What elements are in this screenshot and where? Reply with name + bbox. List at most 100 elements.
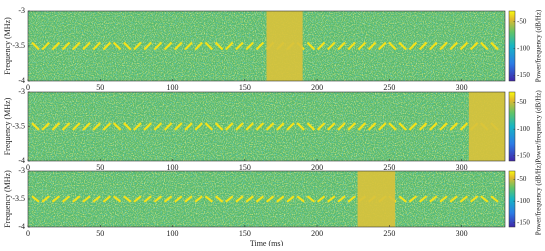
chirp xyxy=(245,122,254,131)
colorbar-tick-label: -150 xyxy=(517,151,530,159)
x-tick-label: 0 xyxy=(26,229,30,238)
chirp xyxy=(72,41,81,51)
chirp xyxy=(327,41,336,51)
chirp xyxy=(143,195,152,203)
chirp xyxy=(235,122,244,131)
chirp xyxy=(418,122,428,131)
chirp xyxy=(316,41,326,51)
chirp xyxy=(102,41,112,51)
chirp xyxy=(133,122,142,131)
colorbar-label: Power/frequency (dB/Hz) xyxy=(535,9,543,82)
chirp xyxy=(316,122,326,131)
chirp xyxy=(255,41,265,51)
x-tick-label: 50 xyxy=(96,83,104,92)
y-axis-label: Frequency (MHz) xyxy=(3,17,12,75)
x-tick-label: 0 xyxy=(26,83,30,92)
chirp xyxy=(72,122,81,131)
chirp xyxy=(184,195,193,203)
colorbar-tick-label: -150 xyxy=(517,71,530,79)
chirp xyxy=(112,195,122,203)
chirp xyxy=(306,122,316,131)
chirp xyxy=(61,122,71,131)
chirp xyxy=(418,41,428,51)
chirp xyxy=(449,122,458,131)
chirp xyxy=(214,195,224,203)
colorbar-label: Power/frequency (dB/Hz) xyxy=(535,90,543,163)
chirp xyxy=(123,41,132,51)
y-tick-label: -4 xyxy=(18,76,25,85)
chirp xyxy=(92,41,101,51)
colorbar-tick-label: -100 xyxy=(517,197,530,205)
chirp xyxy=(225,122,234,131)
x-tick-label: 250 xyxy=(383,163,395,172)
y-tick-label: -3 xyxy=(18,166,25,175)
chirp xyxy=(235,195,244,203)
chirp xyxy=(347,195,356,203)
chirp xyxy=(163,41,173,51)
y-tick-label: -4 xyxy=(18,222,25,231)
chirp xyxy=(194,195,203,203)
chirp xyxy=(225,41,234,51)
chirp xyxy=(204,122,214,131)
chirp xyxy=(347,41,356,51)
x-tick-label: 300 xyxy=(456,229,468,238)
chirp xyxy=(459,41,469,51)
chirp xyxy=(174,41,183,51)
chirp xyxy=(265,195,275,203)
chirp xyxy=(429,122,438,131)
x-tick-label: 200 xyxy=(311,83,323,92)
x-tick-label: 100 xyxy=(167,163,179,172)
chirp xyxy=(357,122,367,131)
chirp xyxy=(92,122,101,131)
chirp xyxy=(31,195,40,203)
x-tick-label: 300 xyxy=(456,83,468,92)
x-tick-label: 250 xyxy=(383,83,395,92)
chirp xyxy=(327,195,336,203)
x-tick-label: 200 xyxy=(311,229,323,238)
x-tick-label: 150 xyxy=(239,83,251,92)
chirp xyxy=(337,122,346,131)
chirp xyxy=(51,195,61,203)
chirp xyxy=(51,41,61,51)
chirp xyxy=(194,41,203,51)
chirp xyxy=(153,195,163,203)
chirp xyxy=(480,195,489,203)
chirp xyxy=(184,122,193,131)
chirp xyxy=(92,195,101,203)
chirp xyxy=(480,41,489,51)
chirp xyxy=(388,41,397,51)
chirp xyxy=(367,41,377,51)
jamming-block xyxy=(266,11,303,81)
chirp xyxy=(439,122,448,131)
chirp xyxy=(408,41,418,51)
chirp xyxy=(296,195,305,203)
colorbar xyxy=(508,170,516,228)
chirp xyxy=(82,41,91,51)
x-tick-label: 200 xyxy=(311,163,323,172)
chirp xyxy=(174,122,183,131)
chirp xyxy=(490,195,499,203)
chirp xyxy=(143,122,152,131)
colorbar-tick-label: -50 xyxy=(517,17,527,25)
chirp xyxy=(123,122,132,131)
chirp xyxy=(388,122,397,131)
chirp xyxy=(214,41,224,51)
chirp xyxy=(184,41,193,51)
chirp xyxy=(408,122,418,131)
chirp xyxy=(276,195,285,203)
x-tick-label: 300 xyxy=(456,163,468,172)
colorbar-label: Power/frequency (dB/Hz) xyxy=(535,162,543,235)
chirp xyxy=(214,122,224,131)
chirp xyxy=(398,41,407,51)
chirp xyxy=(286,195,295,203)
chirp xyxy=(429,195,438,203)
colorbar-tick-label: -50 xyxy=(517,98,527,106)
jamming-block xyxy=(468,92,505,161)
x-tick-label: 50 xyxy=(96,229,104,238)
chirp xyxy=(82,122,91,131)
x-tick-label: 0 xyxy=(26,163,30,172)
x-tick-label: 100 xyxy=(167,229,179,238)
chirp xyxy=(347,122,356,131)
